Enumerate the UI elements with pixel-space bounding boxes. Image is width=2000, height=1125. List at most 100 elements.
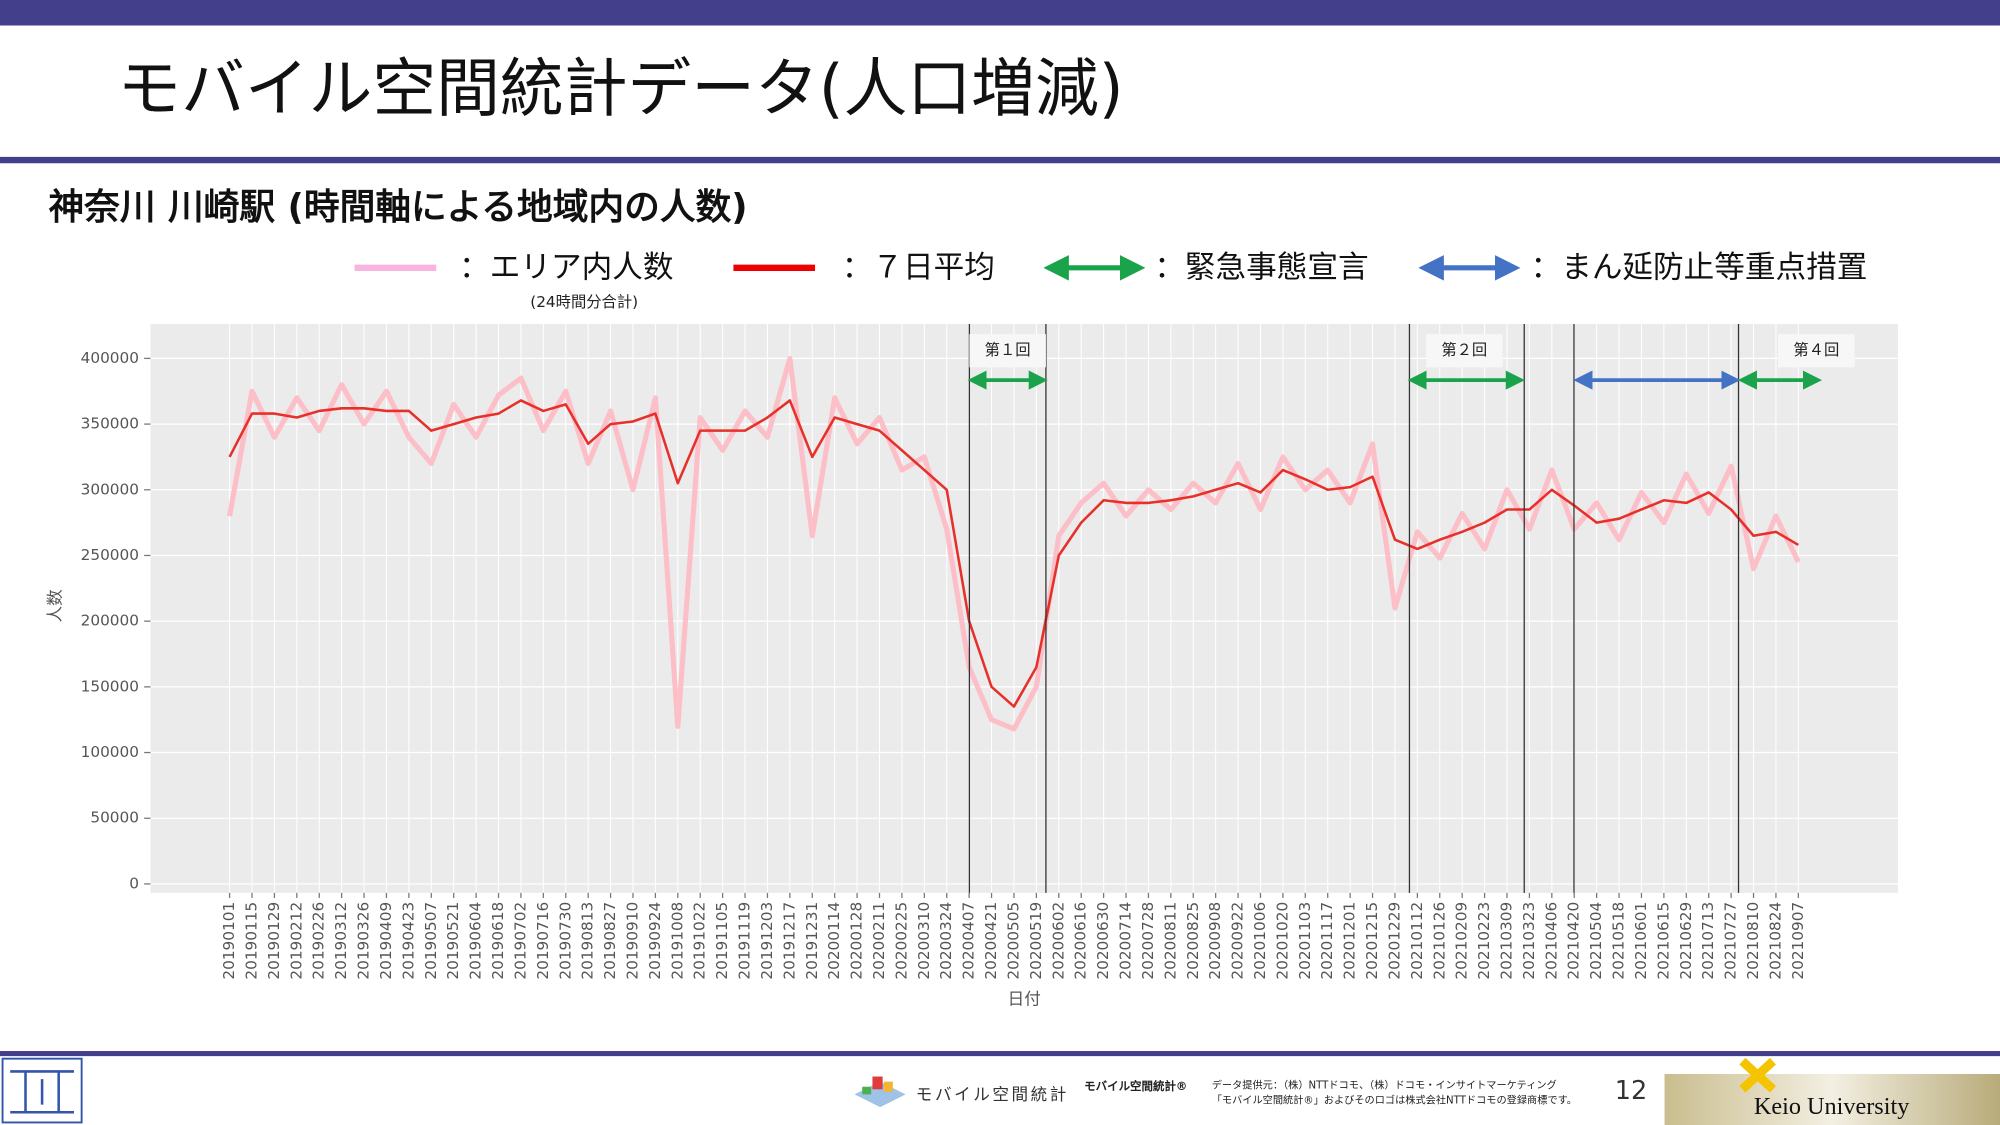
legend: ：エリア内人数 ：７日平均 (24時間分合計) ：緊急事態宣言 ：まん延防止等重点措置 <box>354 251 1867 311</box>
x-tick-label: 20210810 <box>1744 902 1762 980</box>
x-tick-label: 20190813 <box>579 902 597 980</box>
x-tick-label: 20190326 <box>355 902 373 980</box>
x-tick-label: 20200128 <box>848 902 866 980</box>
x-tick-label: 20200324 <box>937 902 955 980</box>
x-tick-label: 20190115 <box>243 902 261 980</box>
legend-label: ：エリア内人数 <box>459 251 673 286</box>
x-tick-label: 20210824 <box>1766 902 1784 980</box>
x-tick-label: 20190924 <box>646 902 664 980</box>
x-tick-label: 20210601 <box>1632 902 1650 980</box>
x-tick-label: 20210907 <box>1789 902 1807 980</box>
x-tick-label: 20190827 <box>601 902 619 980</box>
x-tick-label: 20200519 <box>1027 902 1045 980</box>
x-tick-label: 20191119 <box>736 902 754 980</box>
x-tick-label: 20210504 <box>1587 902 1605 980</box>
left-logo <box>1 1057 83 1124</box>
keio-emblem <box>1739 1057 1776 1093</box>
x-tick-label: 20210223 <box>1475 902 1493 980</box>
x-tick-label: 20210727 <box>1722 902 1740 980</box>
x-tick-label: 20200616 <box>1072 902 1090 980</box>
x-tick-label: 20200922 <box>1229 902 1247 980</box>
x-tick-label: 20210615 <box>1654 902 1672 980</box>
mobile-logo-icon <box>854 1076 906 1108</box>
x-tick-label: 20210713 <box>1699 902 1717 980</box>
x-tick-label: 20201103 <box>1296 902 1314 980</box>
y-tick-label: 50000 <box>90 809 139 827</box>
keio-banner <box>1664 1073 2000 1125</box>
plot <box>227 355 1801 732</box>
x-tick-label: 20191217 <box>780 902 798 980</box>
x-tick-label: 20200421 <box>982 902 1000 980</box>
x-tick-label: 20190702 <box>511 902 529 980</box>
x-tick-label: 20190604 <box>467 902 485 980</box>
legend-label: ：７日平均 <box>842 251 995 286</box>
x-tick-label: 20210309 <box>1498 902 1516 980</box>
x-tick-label: 20200728 <box>1139 902 1157 980</box>
x-tick-label: 20200225 <box>892 902 910 980</box>
keio-name: Keio University <box>1754 1093 1910 1120</box>
x-tick-label: 20201215 <box>1363 902 1381 980</box>
x-tick-label: 20201229 <box>1385 902 1403 980</box>
annotation-box <box>969 334 1046 368</box>
x-tick-label: 20200505 <box>1004 902 1022 980</box>
page-number: 12 <box>1615 1076 1647 1106</box>
x-tick-label: 20191231 <box>803 902 821 980</box>
chart-title: 神奈川 川崎駅 (時間軸による地域内の人数) <box>48 187 747 228</box>
x-tick-label: 20200602 <box>1049 902 1067 980</box>
y-tick-label: 300000 <box>81 480 139 498</box>
x-tick-label: 20190618 <box>489 902 507 980</box>
x-tick-label: 20191105 <box>713 902 731 980</box>
y-tick-label: 200000 <box>81 612 139 630</box>
slide-title: モバイル空間統計データ(人口増減) <box>117 53 1123 127</box>
x-tick-label: 20201117 <box>1318 902 1336 980</box>
y-tick-label: 0 <box>129 874 139 892</box>
plot-area <box>150 323 1898 893</box>
y-tick-label: 100000 <box>81 743 139 761</box>
y-tick-label: 350000 <box>81 415 139 433</box>
footer-brand: モバイル空間統計® <box>1084 1079 1187 1093</box>
x-tick-label: 20210112 <box>1408 902 1426 980</box>
x-tick-label: 20210126 <box>1430 902 1448 980</box>
x-tick-label: 20190716 <box>534 902 552 980</box>
x-tick-label: 20200908 <box>1206 902 1224 980</box>
x-tick-label: 20200407 <box>960 902 978 980</box>
footer-logo-text: モバイル空間統計 <box>916 1085 1069 1104</box>
y-tick-label: 150000 <box>81 677 139 695</box>
x-tick-label: 20200114 <box>825 902 843 980</box>
x-tick-label: 20190409 <box>377 902 395 980</box>
annotation-label: 第１回 <box>985 341 1031 359</box>
x-tick-label: 20210420 <box>1565 902 1583 980</box>
x-tick-label: 20190129 <box>265 902 283 980</box>
footer-rule <box>0 1051 2000 1057</box>
x-tick-label: 20190101 <box>220 902 238 980</box>
annotation-box <box>1426 334 1503 368</box>
x-tick-label: 20210629 <box>1677 902 1695 980</box>
x-tick-label: 20200211 <box>870 902 888 980</box>
y-tick-label: 400000 <box>81 349 139 367</box>
x-tick-label: 20210209 <box>1453 902 1471 980</box>
annotation-label: 第２回 <box>1441 341 1487 359</box>
x-tick-label: 20190910 <box>623 902 641 980</box>
x-tick-label: 20201020 <box>1273 902 1291 980</box>
grid: 0 50000 100000 150000 200000 250000 300000 3500… <box>81 323 1898 980</box>
annotation-box <box>1778 334 1855 368</box>
x-tick-label: 20190521 <box>444 902 462 980</box>
x-tick-label: 20190312 <box>332 902 350 980</box>
x-tick-label: 20201201 <box>1341 902 1359 980</box>
annotation-label: 第４回 <box>1793 341 1839 359</box>
series-line <box>228 399 1799 708</box>
footer-trademark: 「モバイル空間統計®」およびそのロゴは株式会社NTTドコモの登録商標です。 <box>1212 1094 1577 1107</box>
footer-provider: データ提供元：（株）NTTドコモ、（株）ドコモ・インサイトマーケティング <box>1212 1078 1557 1091</box>
x-tick-label: 20191203 <box>758 902 776 980</box>
legend-label: ：緊急事態宣言 <box>1154 251 1368 286</box>
x-tick-label: 20190730 <box>556 902 574 980</box>
x-tick-label: 20200811 <box>1161 902 1179 980</box>
x-tick-label: 20190423 <box>399 902 417 980</box>
x-tick-label: 20191022 <box>691 902 709 980</box>
series-line <box>227 355 1801 732</box>
annotations: 第１回 第２回 第４回 <box>967 323 1855 893</box>
legend-note: (24時間分合計) <box>530 293 638 311</box>
x-tick-label: 20200630 <box>1094 902 1112 980</box>
